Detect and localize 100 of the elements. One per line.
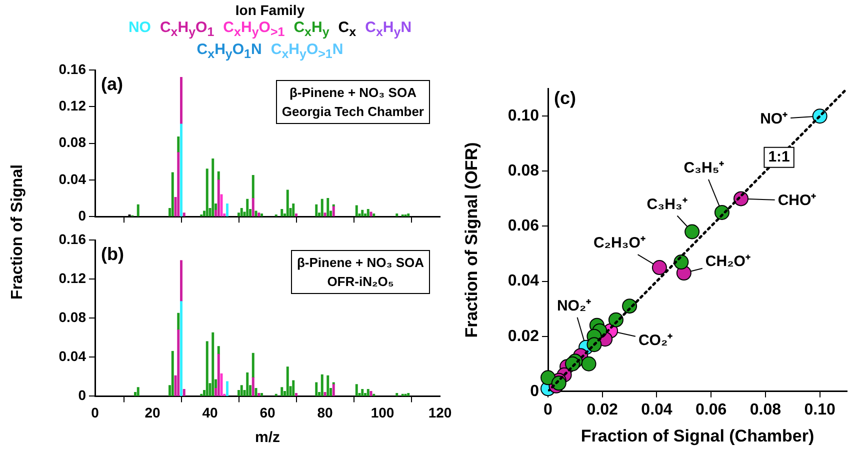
bar bbox=[280, 208, 284, 216]
bar bbox=[315, 204, 318, 216]
text: NO bbox=[128, 19, 151, 38]
bar bbox=[295, 214, 298, 216]
y-tick-label: 0.04 bbox=[508, 272, 540, 290]
bar bbox=[217, 171, 220, 180]
bar bbox=[171, 172, 174, 216]
bar bbox=[361, 389, 364, 396]
bar bbox=[212, 158, 214, 216]
y-tick-label: 0.08 bbox=[58, 308, 86, 325]
bar bbox=[326, 375, 330, 396]
bar bbox=[258, 392, 260, 396]
x-tick-label: 40 bbox=[202, 404, 218, 420]
bar bbox=[396, 392, 398, 396]
bar bbox=[200, 394, 203, 396]
bar bbox=[258, 212, 260, 216]
annotation: NO₂⁺ bbox=[556, 297, 592, 314]
point bbox=[684, 224, 700, 240]
legend-label: C$_{x}$H$_{y}$O$_{1}$N bbox=[196, 41, 262, 63]
bar bbox=[396, 214, 398, 216]
y-tick-label: 0.04 bbox=[58, 170, 86, 187]
bar bbox=[260, 392, 263, 396]
annotation: (a) bbox=[101, 74, 123, 95]
y-tick-label: 0 bbox=[78, 207, 86, 224]
bar bbox=[407, 214, 410, 216]
bar bbox=[295, 392, 298, 396]
bar bbox=[320, 374, 324, 396]
bar bbox=[177, 152, 180, 216]
annotation: (b) bbox=[101, 244, 124, 265]
bar bbox=[355, 205, 358, 216]
bar bbox=[177, 329, 180, 396]
annotation: (c) bbox=[554, 88, 576, 109]
bar bbox=[180, 260, 182, 302]
y-tick-label: 0.02 bbox=[508, 328, 540, 345]
y-tick-label: 0.08 bbox=[58, 134, 86, 150]
y-tick-label: 0 bbox=[78, 387, 86, 404]
text: C$_{x}$H$_{y}$ bbox=[294, 19, 330, 41]
point bbox=[540, 370, 556, 386]
text: C$_{x}$H$_{y}$O$_{>1}$ bbox=[223, 19, 285, 41]
y-tick-label: 0.12 bbox=[58, 270, 86, 286]
bar bbox=[180, 301, 182, 396]
bar bbox=[286, 190, 289, 216]
bar bbox=[372, 214, 376, 216]
legend-label: C$_{x}$H$_{y}$N bbox=[365, 19, 412, 41]
bar bbox=[206, 341, 208, 396]
bar bbox=[177, 136, 180, 153]
annotation: β-Pinene + NO₃ SOA bbox=[297, 254, 424, 272]
annotation: Georgia Tech Chamber bbox=[282, 103, 424, 121]
bar bbox=[212, 332, 214, 396]
text: C$_{x}$ bbox=[338, 19, 356, 41]
legend-title: Ion Family bbox=[234, 2, 306, 19]
bar bbox=[326, 198, 330, 216]
bar bbox=[226, 381, 228, 396]
x-tick-label: 80 bbox=[317, 404, 333, 420]
y-tick-label: 0.16 bbox=[58, 230, 86, 247]
bar bbox=[332, 206, 335, 216]
y-tick-label: 0.08 bbox=[508, 162, 540, 180]
y-tick-label: 0.12 bbox=[58, 98, 86, 114]
x-axis-title: Fraction of Signal (Chamber) bbox=[580, 426, 814, 446]
x-tick-label: 0.08 bbox=[750, 401, 782, 418]
bar bbox=[332, 384, 335, 396]
bar bbox=[182, 212, 186, 216]
y-axis-title: Fraction of Signal (OFR) bbox=[462, 142, 481, 338]
bar bbox=[240, 208, 243, 216]
x-tick-label: 0 bbox=[544, 401, 553, 418]
bar bbox=[182, 389, 186, 396]
y-tick-label: 0.04 bbox=[58, 348, 86, 364]
bar bbox=[217, 180, 220, 216]
annotation: NO⁺ bbox=[760, 110, 788, 128]
bar bbox=[246, 372, 249, 396]
bar bbox=[260, 214, 263, 216]
bar bbox=[407, 392, 410, 396]
annotation: 1:1 bbox=[768, 148, 790, 166]
y-tick-label: 0.10 bbox=[508, 108, 540, 125]
bar bbox=[252, 377, 254, 396]
x-tick-label: 120 bbox=[428, 404, 452, 420]
annotation: C₃H₃⁺ bbox=[646, 196, 688, 213]
bar bbox=[136, 204, 140, 216]
bar bbox=[136, 387, 140, 396]
y-tick-label: 0.16 bbox=[58, 60, 86, 77]
bar bbox=[180, 77, 182, 124]
point bbox=[652, 260, 667, 276]
bar bbox=[171, 350, 174, 396]
bar bbox=[217, 346, 220, 355]
bar bbox=[286, 366, 289, 396]
bar bbox=[320, 198, 324, 216]
bar bbox=[226, 203, 228, 216]
annotation: β-Pinene + NO₃ SOA bbox=[288, 84, 418, 102]
bar bbox=[364, 392, 366, 396]
bar bbox=[177, 312, 180, 330]
point bbox=[581, 356, 596, 372]
y-tick-label: 0.06 bbox=[508, 218, 540, 235]
bar bbox=[292, 380, 295, 396]
bar bbox=[315, 382, 318, 396]
x-tick-label: 0.04 bbox=[641, 401, 672, 418]
x-tick-label: 60 bbox=[260, 404, 276, 420]
bar bbox=[252, 198, 254, 216]
text: C$_{x}$H$_{y}$O$_{1}$ bbox=[160, 19, 214, 41]
x-tick-label: 0.10 bbox=[804, 401, 836, 418]
y-axis-title: Fraction of Signal bbox=[9, 164, 27, 300]
